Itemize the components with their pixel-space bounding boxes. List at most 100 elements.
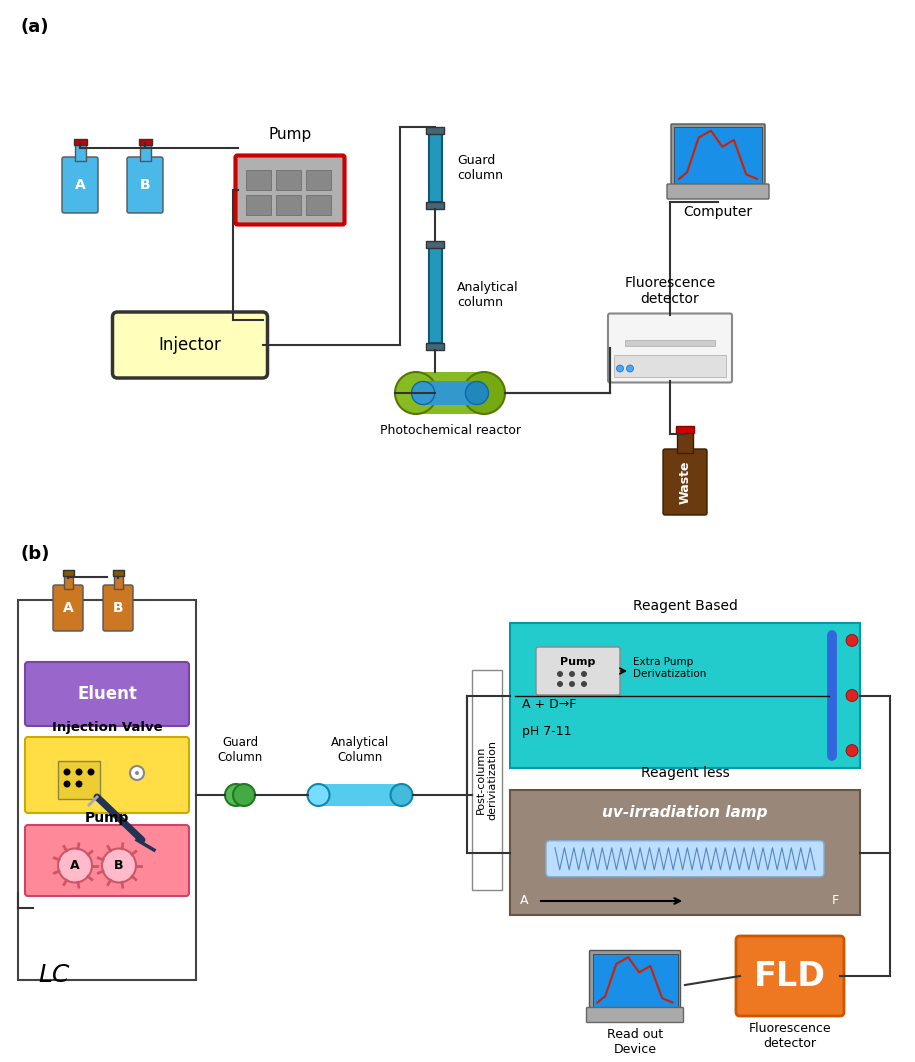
Bar — [614, 355, 726, 377]
Text: A: A — [70, 859, 80, 872]
Text: Computer: Computer — [684, 205, 752, 219]
Circle shape — [102, 849, 136, 883]
Bar — [428, 247, 442, 343]
Text: Waste: Waste — [679, 460, 692, 503]
Text: Reagent Based: Reagent Based — [632, 599, 737, 613]
Circle shape — [63, 769, 70, 775]
Text: (b): (b) — [20, 545, 49, 563]
Bar — [63, 573, 72, 589]
Circle shape — [130, 766, 144, 780]
Text: Pump: Pump — [268, 127, 312, 142]
Circle shape — [88, 769, 94, 775]
Bar — [428, 134, 442, 202]
Bar — [113, 570, 124, 576]
Ellipse shape — [463, 372, 505, 414]
FancyBboxPatch shape — [25, 737, 189, 813]
Ellipse shape — [307, 784, 329, 806]
Text: B: B — [113, 601, 124, 615]
Text: Guard
Column: Guard Column — [218, 736, 263, 764]
Text: Post-column
deriviatization: Post-column deriviatization — [476, 740, 498, 820]
Text: Eluent: Eluent — [77, 685, 137, 703]
FancyBboxPatch shape — [103, 585, 133, 631]
Bar — [306, 194, 330, 215]
Circle shape — [76, 781, 82, 788]
Text: A: A — [520, 894, 529, 908]
Circle shape — [76, 769, 82, 775]
Text: Analytical
column: Analytical column — [457, 281, 519, 309]
FancyBboxPatch shape — [235, 155, 345, 224]
FancyBboxPatch shape — [25, 662, 189, 726]
Text: B: B — [140, 178, 150, 192]
Bar — [426, 343, 444, 349]
Text: A: A — [62, 601, 73, 615]
FancyBboxPatch shape — [667, 184, 769, 199]
Text: Injector: Injector — [158, 336, 221, 354]
Bar — [676, 426, 694, 433]
Circle shape — [569, 681, 575, 687]
Text: Guard
column: Guard column — [457, 154, 503, 182]
Text: Pump: Pump — [85, 811, 129, 825]
Text: uv-irradiation lamp: uv-irradiation lamp — [602, 805, 768, 820]
FancyBboxPatch shape — [671, 124, 765, 188]
FancyBboxPatch shape — [589, 950, 681, 1011]
Circle shape — [627, 365, 633, 372]
FancyBboxPatch shape — [663, 449, 707, 515]
Bar — [426, 240, 444, 247]
Text: pH 7-11: pH 7-11 — [522, 725, 572, 738]
Bar — [426, 127, 444, 134]
FancyBboxPatch shape — [608, 313, 732, 382]
Text: F: F — [832, 894, 839, 908]
Text: A + D→F: A + D→F — [522, 698, 576, 710]
Circle shape — [846, 689, 858, 702]
FancyBboxPatch shape — [510, 623, 860, 768]
Bar — [62, 570, 73, 576]
Circle shape — [846, 744, 858, 756]
Circle shape — [569, 671, 575, 676]
Bar — [318, 784, 402, 806]
Text: Reagent less: Reagent less — [640, 766, 729, 780]
Bar — [275, 194, 300, 215]
Bar — [275, 170, 300, 189]
Bar — [245, 194, 271, 215]
Text: FLD: FLD — [754, 959, 826, 993]
Bar — [423, 381, 477, 405]
Text: Injection Valve: Injection Valve — [51, 721, 162, 735]
Bar — [73, 139, 87, 145]
Text: B: B — [114, 859, 124, 872]
Text: (a): (a) — [20, 18, 48, 36]
Bar — [113, 573, 123, 589]
FancyBboxPatch shape — [546, 841, 824, 877]
Circle shape — [581, 671, 587, 676]
FancyBboxPatch shape — [536, 647, 620, 695]
Bar — [677, 431, 693, 453]
Text: Pump: Pump — [560, 657, 596, 667]
Bar — [306, 170, 330, 189]
Bar — [18, 600, 196, 980]
Text: Extra Pump
Derivatization: Extra Pump Derivatization — [633, 657, 706, 679]
Circle shape — [63, 781, 70, 788]
Ellipse shape — [225, 784, 247, 806]
Text: A: A — [75, 178, 85, 192]
Bar — [245, 170, 271, 189]
Circle shape — [846, 634, 858, 647]
FancyBboxPatch shape — [53, 585, 83, 631]
Bar — [139, 143, 150, 161]
Text: Fluorescence
detector: Fluorescence detector — [748, 1022, 832, 1050]
Bar — [674, 127, 762, 185]
Circle shape — [557, 671, 563, 676]
Text: Fluorescence
detector: Fluorescence detector — [624, 276, 716, 306]
Bar — [426, 202, 444, 209]
Circle shape — [581, 681, 587, 687]
Circle shape — [135, 771, 139, 775]
Ellipse shape — [391, 784, 413, 806]
Ellipse shape — [412, 381, 435, 405]
Ellipse shape — [233, 784, 255, 806]
Bar — [625, 340, 715, 346]
Text: LC: LC — [38, 963, 70, 987]
Circle shape — [58, 849, 92, 883]
FancyBboxPatch shape — [127, 157, 163, 213]
FancyBboxPatch shape — [510, 790, 860, 915]
Bar — [138, 139, 152, 145]
FancyBboxPatch shape — [25, 825, 189, 896]
Bar — [472, 670, 502, 890]
